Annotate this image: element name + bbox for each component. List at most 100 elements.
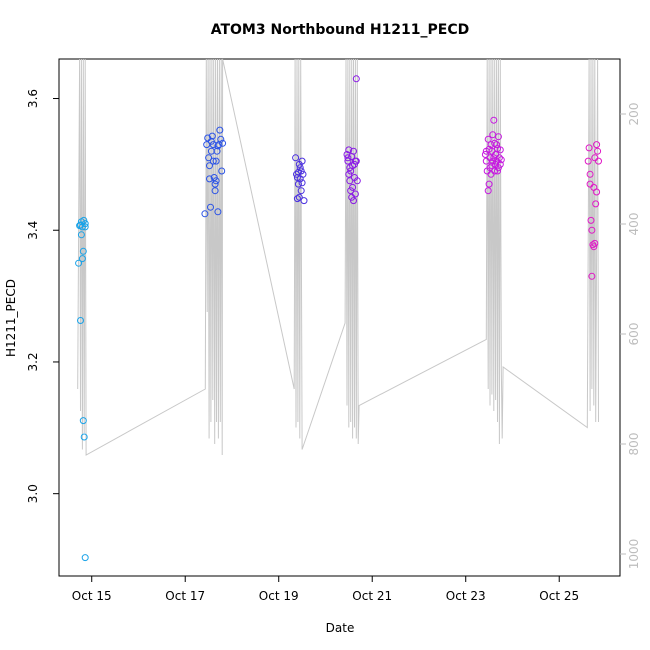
y-axis: 3.0 3.2 3.4 3.6 <box>26 89 59 503</box>
data-point-series-5 <box>484 135 492 143</box>
x-axis-label: Date <box>326 621 355 635</box>
data-point-series-6 <box>590 243 598 251</box>
y-axis-label: H1211_PECD <box>4 279 18 357</box>
data-point-series-3 <box>300 197 308 205</box>
y-tick-label: 3.4 <box>26 221 40 240</box>
data-point-series-2 <box>201 210 209 218</box>
data-point-series-2 <box>211 187 219 195</box>
data-point-series-5 <box>491 139 499 147</box>
data-point-series-2 <box>205 154 213 162</box>
data-point-series-4 <box>344 157 352 165</box>
data-point-series-4 <box>352 157 360 165</box>
data-point-series-2 <box>217 135 225 143</box>
data-point-series-5 <box>488 162 496 170</box>
data-point-series-6 <box>585 144 593 152</box>
right-tick-label: 1000 <box>627 539 641 570</box>
right-tick-label: 800 <box>627 433 641 456</box>
data-point-series-4 <box>345 146 353 154</box>
data-point-series-5 <box>493 141 501 149</box>
data-point-series-4 <box>351 160 358 168</box>
y-tick-label: 3.6 <box>26 89 40 108</box>
data-point-series-2 <box>214 208 222 216</box>
data-point-series-6 <box>593 141 601 149</box>
data-point-series-2 <box>218 167 226 175</box>
data-point-series-1 <box>80 216 88 224</box>
data-point-series-1 <box>81 223 89 231</box>
altitude-trace-line <box>77 58 599 456</box>
data-point-series-4 <box>346 164 354 172</box>
data-point-series-5 <box>484 187 492 195</box>
x-tick-label: Oct 15 <box>72 589 112 603</box>
data-point-series-5 <box>494 167 501 175</box>
data-point-series-6 <box>588 272 596 280</box>
data-point-series-2 <box>213 147 221 155</box>
data-point-series-5 <box>497 156 505 164</box>
data-point-series-1 <box>79 247 87 255</box>
data-point-series-6 <box>588 226 596 234</box>
data-point-series-5 <box>482 147 490 155</box>
data-point-series-3 <box>292 154 300 162</box>
data-point-series-2 <box>206 162 213 170</box>
data-point-series-4 <box>349 183 357 191</box>
y-tick-label: 3.2 <box>26 352 40 371</box>
data-point-series-2 <box>212 157 220 165</box>
right-tick-label: 400 <box>627 213 641 236</box>
data-point-series-6 <box>586 170 594 178</box>
data-points <box>75 75 602 562</box>
data-point-series-5 <box>481 151 489 158</box>
data-point-series-4 <box>351 174 358 181</box>
data-point-series-5 <box>489 157 497 165</box>
data-point-series-6 <box>595 157 602 165</box>
data-point-series-5 <box>494 145 501 153</box>
data-point-series-1 <box>81 220 89 228</box>
data-point-series-1 <box>75 259 83 267</box>
data-point-series-2 <box>212 177 220 185</box>
x-tick-label: Oct 19 <box>259 589 299 603</box>
data-point-series-1 <box>78 255 86 263</box>
data-point-series-1 <box>81 554 89 562</box>
data-point-series-1 <box>77 317 84 324</box>
x-tick-label: Oct 17 <box>165 589 205 603</box>
data-point-series-3 <box>297 187 305 195</box>
data-point-series-3 <box>295 193 303 201</box>
data-point-series-2 <box>216 126 224 134</box>
x-tick-label: Oct 23 <box>446 589 486 603</box>
data-point-series-2 <box>203 141 211 149</box>
data-point-series-6 <box>591 239 599 247</box>
data-point-series-1 <box>80 433 88 441</box>
right-axis: 200 400 600 800 1000 <box>620 103 641 570</box>
data-point-series-5 <box>485 180 493 188</box>
data-point-series-3 <box>296 164 304 172</box>
right-tick-label: 200 <box>627 103 641 126</box>
data-point-series-5 <box>490 154 498 162</box>
data-point-series-5 <box>486 164 494 172</box>
data-point-series-2 <box>206 175 213 183</box>
plot-frame <box>58 58 621 577</box>
right-tick-label: 600 <box>627 323 641 346</box>
data-point-series-4 <box>344 154 352 162</box>
x-tick-label: Oct 21 <box>352 589 392 603</box>
data-point-series-3 <box>294 168 302 176</box>
altitude-trace <box>77 58 599 456</box>
x-axis: Oct 15 Oct 17 Oct 19 Oct 21 Oct 23 Oct 25 <box>72 576 579 603</box>
data-point-series-4 <box>352 75 360 83</box>
data-point-series-6 <box>592 200 600 208</box>
data-point-series-6 <box>594 147 602 155</box>
data-point-series-6 <box>593 188 601 196</box>
data-point-series-3 <box>296 175 304 183</box>
data-point-series-2 <box>219 139 227 147</box>
data-point-series-4 <box>346 177 354 185</box>
data-point-series-2 <box>209 157 217 165</box>
data-point-series-4 <box>348 153 356 160</box>
data-point-series-2 <box>207 137 215 145</box>
data-point-series-5 <box>487 170 495 178</box>
data-point-series-3 <box>295 160 303 168</box>
data-point-series-4 <box>350 197 357 205</box>
data-point-series-6 <box>587 216 595 224</box>
data-point-series-4 <box>347 167 355 175</box>
data-point-series-3 <box>293 195 301 203</box>
data-point-series-5 <box>496 160 504 168</box>
data-point-series-1 <box>77 231 85 239</box>
data-point-series-5 <box>490 116 498 124</box>
chart-title: ATOM3 Northbound H1211_PECD <box>211 22 470 38</box>
